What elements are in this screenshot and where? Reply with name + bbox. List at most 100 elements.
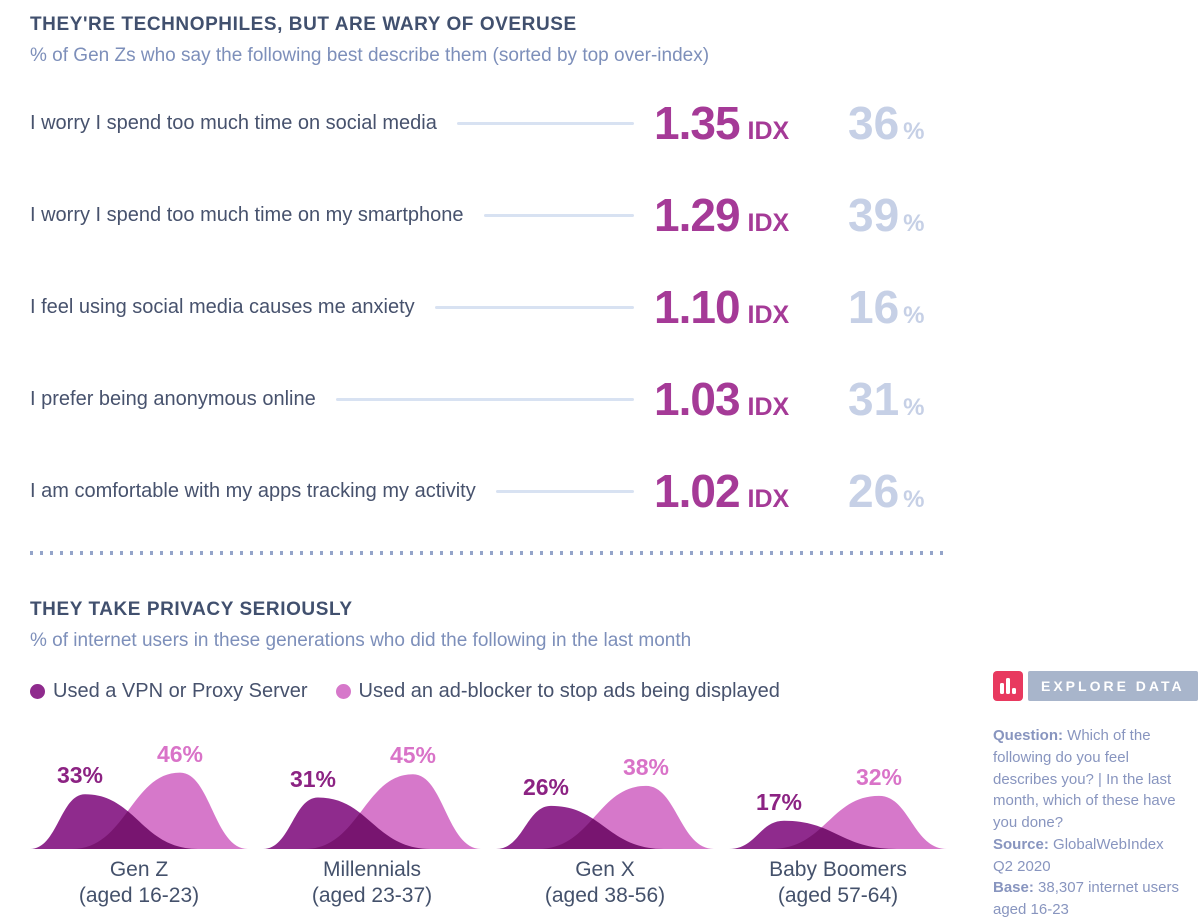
pct-number: 16	[848, 281, 900, 333]
generation-age-range: (aged 38-56)	[544, 884, 666, 908]
percent-sign: %	[903, 394, 925, 421]
explore-data-control[interactable]: EXPLORE DATA	[993, 671, 1198, 701]
idx-unit: IDX	[747, 117, 790, 145]
adblocker-hill	[771, 795, 947, 849]
legend-label: Used an ad-blocker to stop ads being dis…	[358, 680, 780, 702]
section1-title: THEY'RE TECHNOPHILES, BUT ARE WARY OF OV…	[30, 14, 577, 35]
pct-number: 36	[848, 97, 900, 149]
note-label: Base:	[993, 879, 1034, 897]
stat-row: I worry I spend too much time on social …	[30, 77, 948, 169]
connector-line	[483, 213, 634, 217]
stat-row-label: I am comfortable with my apps tracking m…	[30, 479, 476, 502]
hill-area: 31% 45%	[263, 742, 481, 849]
section2-subtitle: % of internet users in these generations…	[30, 630, 692, 651]
hill-svg	[263, 774, 481, 849]
pct-value: 26%	[848, 464, 948, 518]
idx-number: 1.10	[654, 281, 741, 333]
sidebar: EXPLORE DATA Question: Which of the foll…	[993, 671, 1198, 921]
idx-value: 1.29 IDX	[654, 188, 834, 242]
generation-age-range: (aged 16-23)	[78, 884, 200, 908]
note-label: Source:	[993, 835, 1049, 853]
stat-row: I worry I spend too much time on my smar…	[30, 169, 948, 261]
vpn-dot-icon	[30, 684, 45, 699]
generation-charts: 33% 46% Gen Z (aged 16-23) 31% 45% Millennials…	[30, 703, 948, 910]
generation-age-range: (aged 57-64)	[777, 884, 899, 908]
pct-number: 26	[848, 465, 900, 517]
stat-row-label: I worry I spend too much time on social …	[30, 111, 437, 134]
pct-value: 39%	[848, 188, 948, 242]
stat-rows: I worry I spend too much time on social …	[30, 77, 948, 537]
legend-item-vpn: Used a VPN or Proxy Server	[30, 680, 308, 703]
generation-name: Baby Boomers	[769, 858, 907, 881]
adblocker-pct-label: 38%	[622, 753, 670, 780]
stat-row-label: I feel using social media causes me anxi…	[30, 295, 415, 318]
hill-chart-gen-x: 26% 38% Gen X (aged 38-56)	[496, 749, 714, 910]
idx-number: 1.29	[654, 189, 741, 241]
idx-unit: IDX	[747, 209, 790, 237]
percent-sign: %	[903, 118, 925, 145]
percent-sign: %	[903, 302, 925, 329]
adblocker-dot-icon	[335, 684, 351, 699]
generation-name: Gen X	[575, 858, 635, 881]
generation-name: Gen Z	[109, 858, 169, 881]
hill-area: 17% 32%	[729, 749, 947, 849]
sidebar-note: Base: 38,307 internet users aged 16-23	[993, 879, 1179, 918]
adblocker-pct-label: 45%	[389, 742, 437, 769]
idx-value: 1.10 IDX	[654, 280, 834, 334]
pct-value: 31%	[848, 372, 948, 426]
legend: Used a VPN or Proxy Server Used an ad-blo…	[30, 680, 948, 703]
hill-chart-gen-z: 33% 46% Gen Z (aged 16-23)	[30, 741, 248, 910]
legend-item-adblocker: Used an ad-blocker to stop ads being dis…	[335, 680, 780, 703]
percent-sign: %	[903, 210, 925, 237]
section1-subtitle: % of Gen Zs who say the following best d…	[30, 45, 710, 66]
percent-sign: %	[903, 486, 925, 513]
stat-row: I feel using social media causes me anxi…	[30, 261, 948, 353]
hill-svg	[30, 772, 248, 849]
idx-number: 1.02	[654, 465, 741, 517]
idx-unit: IDX	[747, 393, 790, 421]
idx-number: 1.35	[654, 97, 741, 149]
hill-chart-millennials: 31% 45% Millennials (aged 23-37)	[263, 742, 481, 910]
generation-age-range: (aged 23-37)	[311, 884, 433, 908]
pct-number: 39	[848, 189, 900, 241]
connector-line	[495, 489, 634, 493]
vpn-pct-label: 33%	[56, 762, 104, 789]
sidebar-notes: Question: Which of the following do you …	[993, 725, 1181, 921]
hill-area: 33% 46%	[30, 741, 248, 849]
stat-row: I am comfortable with my apps tracking m…	[30, 445, 948, 537]
section2-title: THEY TAKE PRIVACY SERIOUSLY	[30, 599, 353, 620]
vpn-pct-label: 31%	[289, 765, 337, 792]
idx-value: 1.02 IDX	[654, 464, 834, 518]
sidebar-note: Source: GlobalWebIndex Q2 2020	[993, 835, 1164, 875]
note-label: Question:	[993, 727, 1063, 744]
sidebar-note: Question: Which of the following do you …	[993, 727, 1176, 831]
vpn-pct-label: 17%	[755, 788, 803, 815]
idx-unit: IDX	[747, 301, 790, 329]
vpn-hill	[30, 794, 198, 849]
hill-area: 26% 38%	[496, 749, 714, 849]
vpn-hill	[496, 805, 664, 849]
stat-row: I prefer being anonymous online 1.03 IDX 31…	[30, 353, 948, 445]
idx-value: 1.35 IDX	[654, 96, 834, 150]
adblocker-hill	[538, 785, 714, 849]
vpn-pct-label: 26%	[522, 773, 570, 800]
pct-number: 31	[848, 373, 900, 425]
adblocker-pct-label: 32%	[855, 763, 903, 790]
dotted-divider	[30, 551, 948, 555]
explore-data-button[interactable]: EXPLORE DATA	[1028, 671, 1198, 701]
infographic-main: THEY'RE TECHNOPHILES, BUT ARE WARY OF OV…	[30, 14, 948, 910]
idx-number: 1.03	[654, 373, 741, 425]
adblocker-pct-label: 46%	[156, 740, 204, 767]
hill-svg	[496, 785, 714, 849]
hill-svg	[729, 795, 947, 849]
connector-line	[335, 397, 634, 401]
pct-value: 16%	[848, 280, 948, 334]
vpn-hill	[263, 797, 431, 849]
idx-value: 1.03 IDX	[654, 372, 834, 426]
pct-value: 36%	[848, 96, 948, 150]
generation-name: Millennials	[322, 858, 422, 881]
adblocker-hill	[305, 774, 481, 849]
connector-line	[434, 305, 634, 309]
hill-chart-baby-boomers: 17% 32% Baby Boomers (aged 57-64)	[729, 749, 947, 910]
bar-chart-icon[interactable]	[993, 671, 1023, 701]
